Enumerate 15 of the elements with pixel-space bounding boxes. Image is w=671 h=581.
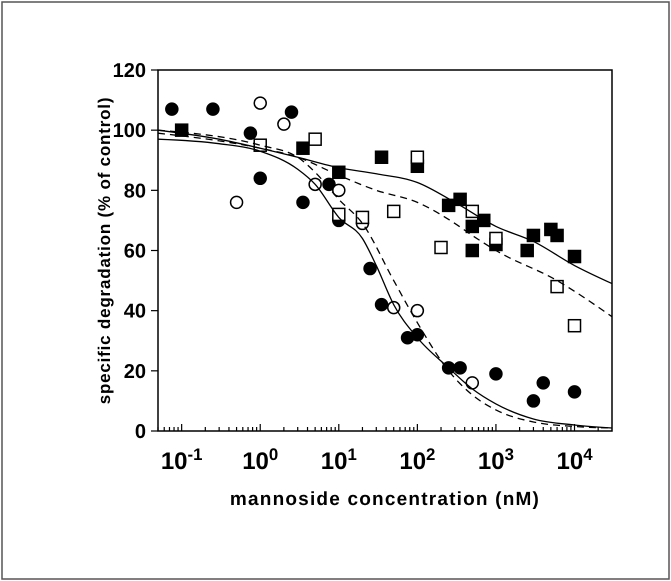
y-tick-label: 20 bbox=[124, 360, 146, 383]
x-tick-label: 10$^{4}$ bbox=[556, 444, 594, 475]
x-tick-label: 10$^{2}$ bbox=[399, 444, 436, 475]
y-axis-title: specific degradation (% of control) bbox=[95, 96, 114, 404]
y-tick-label: 0 bbox=[134, 421, 146, 443]
y-tick-label: 80 bbox=[124, 180, 146, 202]
x-tick-label: 10$^{3}$ bbox=[478, 444, 514, 475]
x-tick-label: 10$^{1}$ bbox=[320, 444, 357, 475]
y-tick-label: 120 bbox=[112, 60, 146, 82]
x-axis-title: mannoside concentration (nM) bbox=[230, 489, 540, 510]
x-tick-label: 10$^{0}$ bbox=[242, 444, 278, 475]
y-tick-label: 60 bbox=[124, 240, 146, 262]
y-tick-label: 40 bbox=[124, 300, 146, 323]
x-tick-label: 10$^{-1}$ bbox=[160, 444, 202, 475]
y-tick-label: 100 bbox=[112, 120, 146, 142]
